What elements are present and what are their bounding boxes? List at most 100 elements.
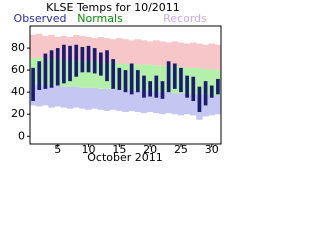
- normal-band: [79, 61, 86, 88]
- x-tick-label: 10: [82, 143, 96, 156]
- observed-bar: [129, 63, 134, 95]
- record-low-band: [116, 89, 123, 111]
- record-high-band: [214, 44, 222, 71]
- record-low-band: [85, 87, 92, 110]
- observed-bar: [62, 44, 66, 84]
- record-low-band: [48, 85, 55, 108]
- record-low-band: [79, 87, 86, 109]
- record-high-band: [190, 42, 197, 68]
- record-low-band: [177, 93, 185, 116]
- observed-bar: [209, 85, 214, 98]
- record-low-band: [183, 93, 191, 115]
- record-high-band: [128, 40, 135, 64]
- observed-bar: [80, 46, 85, 73]
- record-high-band: [140, 40, 148, 65]
- normal-band: [146, 64, 154, 92]
- record-high-band: [165, 42, 172, 66]
- observed-bar: [135, 70, 140, 93]
- legend-entry: Records: [163, 12, 207, 25]
- y-tick-label: 40: [11, 85, 25, 98]
- observed-bar: [160, 81, 165, 99]
- observed-bar: [105, 50, 109, 82]
- record-low-band: [146, 91, 154, 113]
- observed-bar: [111, 59, 116, 89]
- record-low-band: [36, 84, 43, 107]
- y-tick-label: 80: [11, 41, 25, 54]
- normal-band: [97, 62, 105, 89]
- record-high-band: [122, 39, 129, 64]
- observed-bar: [55, 48, 60, 86]
- observed-bar: [148, 81, 152, 97]
- record-low-band: [91, 87, 98, 109]
- record-high-band: [116, 38, 123, 64]
- observed-bar: [74, 44, 79, 77]
- x-tick-label: 30: [205, 143, 219, 156]
- record-low-band: [153, 92, 160, 114]
- x-axis-label: October 2011: [87, 151, 163, 164]
- x-tick-label: 20: [143, 143, 157, 156]
- y-tick-label: 60: [11, 63, 25, 76]
- record-high-band: [42, 35, 49, 60]
- record-high-band: [177, 42, 185, 67]
- normal-band: [196, 67, 203, 95]
- record-high-band: [153, 40, 160, 66]
- observed-bar: [99, 52, 103, 76]
- record-low-band: [54, 85, 61, 107]
- observed-bar: [49, 50, 54, 88]
- y-tick-label: 0: [18, 129, 25, 142]
- record-low-band: [171, 93, 179, 115]
- record-high-band: [196, 43, 203, 68]
- record-low-band: [97, 88, 105, 110]
- observed-bar: [203, 81, 208, 106]
- observed-bar: [179, 67, 183, 93]
- record-high-band: [171, 41, 179, 67]
- record-low-band: [60, 86, 68, 108]
- observed-bar: [154, 75, 159, 98]
- record-low-band: [214, 95, 222, 115]
- record-high-band: [208, 43, 215, 70]
- legend-entry: Normals: [77, 12, 123, 25]
- normal-band: [85, 61, 92, 88]
- record-high-band: [109, 39, 117, 63]
- observed-bar: [86, 45, 91, 73]
- observed-bar: [142, 75, 146, 98]
- record-low-band: [128, 89, 135, 111]
- observed-bar: [31, 67, 35, 101]
- observed-bar: [191, 76, 196, 101]
- record-high-band: [146, 41, 154, 65]
- record-low-band: [72, 86, 80, 108]
- x-tick-label: 5: [54, 143, 61, 156]
- observed-bar: [43, 53, 48, 89]
- record-low-band: [109, 88, 117, 110]
- record-low-band: [134, 91, 142, 113]
- record-high-band: [202, 44, 209, 70]
- record-high-band: [29, 34, 37, 58]
- record-high-band: [134, 39, 142, 65]
- observed-bar: [166, 61, 171, 93]
- record-low-band: [140, 91, 148, 114]
- observed-bar: [68, 45, 72, 82]
- record-high-band: [159, 41, 166, 66]
- record-low-band: [190, 94, 197, 116]
- observed-bar: [37, 61, 42, 90]
- legend-entry: Observed: [14, 12, 67, 25]
- x-tick-label: 15: [112, 143, 126, 156]
- chart: KLSE Temps for 10/2011 October 2011 Obse…: [11, 1, 222, 164]
- record-high-band: [97, 37, 105, 63]
- record-low-band: [122, 89, 129, 113]
- observed-bar: [185, 75, 189, 98]
- record-low-band: [42, 85, 49, 106]
- x-tick-label: 25: [174, 143, 188, 156]
- record-high-band: [48, 34, 55, 60]
- observed-bar: [92, 48, 97, 74]
- record-low-band: [66, 86, 74, 109]
- chart-title: KLSE Temps for 10/2011: [46, 1, 180, 14]
- record-low-band: [103, 88, 111, 111]
- observed-bar: [197, 86, 202, 113]
- normal-band: [159, 65, 166, 93]
- record-high-band: [183, 43, 191, 68]
- record-low-band: [208, 95, 215, 116]
- observed-bar: [123, 70, 128, 93]
- observed-bar: [172, 63, 177, 89]
- record-low-band: [159, 92, 166, 115]
